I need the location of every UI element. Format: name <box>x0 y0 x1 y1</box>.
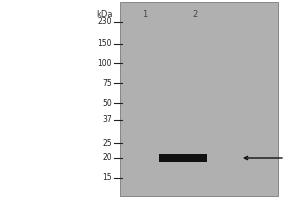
Text: 75: 75 <box>102 78 112 88</box>
Text: 230: 230 <box>98 18 112 26</box>
Text: 100: 100 <box>98 58 112 68</box>
Text: 2: 2 <box>192 10 198 19</box>
Text: kDa: kDa <box>97 10 113 19</box>
Bar <box>159 154 207 162</box>
Text: 150: 150 <box>98 40 112 48</box>
Text: 15: 15 <box>102 173 112 182</box>
Text: 1: 1 <box>142 10 148 19</box>
Text: 20: 20 <box>102 154 112 162</box>
Text: 37: 37 <box>102 116 112 124</box>
Text: 50: 50 <box>102 98 112 108</box>
Text: 25: 25 <box>102 138 112 148</box>
Bar <box>120 2 278 196</box>
